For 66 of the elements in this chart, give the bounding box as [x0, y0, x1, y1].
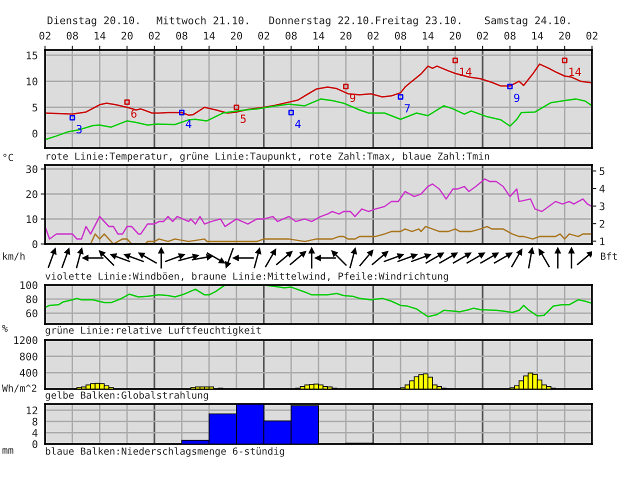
y-tick-label: 1200: [14, 336, 38, 344]
x2-tick-label: Samstag 24.10.: [484, 16, 570, 26]
y-tick-label: 12: [26, 406, 38, 414]
data-label: 5: [240, 114, 246, 123]
y2-axis-title: Bft: [600, 252, 617, 260]
y2-tick-label: 1: [600, 238, 605, 246]
x-tick-label: 14: [422, 32, 434, 40]
x-tick-label: 14: [532, 32, 544, 40]
x-tick-label: 14: [94, 32, 106, 40]
y-axis-title: Wh/m^2: [2, 384, 36, 393]
y-tick-label: 60: [26, 309, 38, 318]
x-tick-label: 20: [559, 32, 570, 40]
y-tick-label: 0: [32, 130, 38, 138]
data-label: 7: [404, 104, 410, 112]
y-tick-label: 20: [26, 190, 38, 198]
data-label: 14: [569, 68, 581, 76]
data-label: 4: [295, 120, 301, 128]
x-tick-label: 14: [313, 32, 324, 40]
y-axis-title: km/h: [3, 252, 25, 261]
y2-tick-label: 5: [600, 167, 604, 176]
y-tick-label: 5: [32, 104, 38, 112]
x2-tick-label: Donnerstag 22.10.: [269, 16, 373, 26]
x-tick-label: 02: [586, 32, 598, 40]
y-tick-label: 8: [32, 418, 38, 426]
x-tick-label: 20: [450, 32, 461, 40]
text: gelbe Balken:Globalstrahlung: [46, 391, 208, 401]
y2-tick-label: 4: [599, 184, 605, 193]
y-tick-label: 0: [32, 440, 38, 448]
y-axis-title: °C: [3, 154, 13, 162]
y-tick-label: 80: [26, 295, 38, 304]
x2-tick-label: Freitag 23.10.: [376, 16, 460, 26]
y-tick-label: 10: [26, 215, 38, 224]
data-label: 4: [186, 120, 192, 128]
x-tick-label: 02: [368, 32, 379, 40]
x-tick-label: 08: [504, 32, 516, 40]
x-tick-label: 02: [477, 32, 488, 40]
x2-tick-label: Mittwoch 21.10.: [156, 16, 248, 24]
x-tick-label: 20: [122, 32, 133, 40]
x-tick-label: 08: [394, 32, 406, 40]
x-tick-label: 08: [176, 32, 188, 40]
x-tick-label: 02: [148, 32, 160, 40]
y-tick-label: 30: [26, 165, 38, 174]
text: grüne Linie:relative Luftfeuchtigkeit: [46, 326, 261, 336]
y-tick-label: 4: [32, 429, 38, 437]
data-label: 9: [514, 94, 520, 102]
y2-tick-label: 3: [600, 202, 604, 210]
x-tick-label: 14: [204, 32, 215, 40]
y2-tick-label: 2: [600, 220, 604, 228]
x-tick-label: 20: [230, 32, 242, 40]
text: rote Linie:Temperatur, grüne Linie:Taupunkt, rote Zahl:Tmax, blaue Zahl:Tmin: [46, 152, 489, 162]
x-tick-label: 08: [286, 32, 297, 40]
x-tick-label: 20: [340, 32, 352, 40]
y-tick-label: 100: [20, 281, 38, 290]
x-tick-label: 08: [66, 32, 78, 40]
y-tick-label: 15: [26, 52, 38, 60]
text: violette Linie:Windböen, braune Linie:Mittelwind, Pfeile:Windrichtung: [45, 272, 448, 282]
y-tick-label: 10: [26, 78, 38, 86]
y-axis-title: mm: [2, 448, 14, 454]
x2-tick-label: Dienstag 20.10.: [48, 16, 139, 26]
y-axis-title: %: [2, 324, 8, 332]
x-tick-label: 02: [258, 32, 270, 40]
y-tick-label: 400: [20, 368, 38, 377]
x-tick-label: 02: [39, 32, 50, 40]
text: blaue Balken:Niederschlagsmenge 6-stündig: [46, 447, 284, 457]
y-tick-label: 0: [32, 240, 38, 248]
y-tick-label: 800: [20, 352, 38, 360]
